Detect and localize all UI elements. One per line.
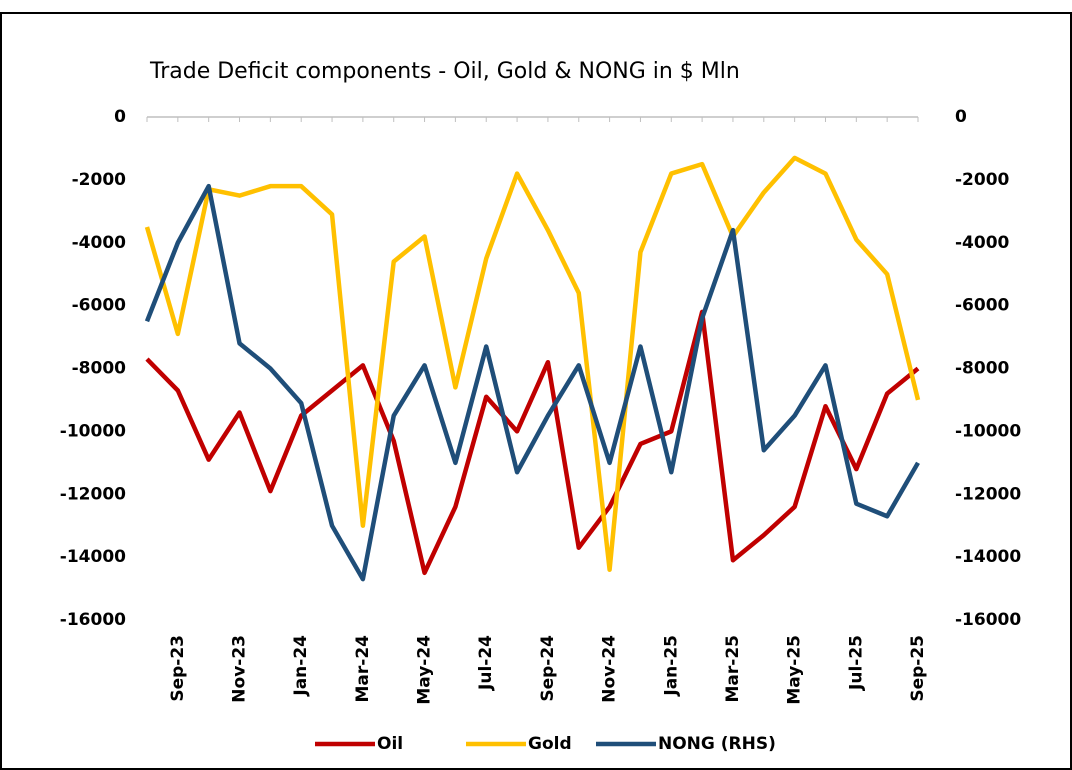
y2-tick-label: -2000 (955, 170, 1010, 190)
y-tick-label: -14000 (60, 547, 126, 567)
y-tick-label: -2000 (72, 170, 127, 190)
legend-label: NONG (RHS) (658, 734, 776, 754)
x-tick-label: Jan-24 (291, 635, 311, 697)
y2-tick-label: -8000 (955, 359, 1010, 379)
y-tick-label: 0 (114, 107, 126, 127)
y2-tick-label: -4000 (955, 233, 1010, 253)
series-line (144, 183, 920, 582)
y-tick-label: -12000 (60, 484, 126, 504)
series-line (144, 155, 921, 572)
legend-label: Oil (377, 734, 403, 754)
y2-tick-label: -6000 (955, 296, 1010, 316)
y-tick-label: -4000 (72, 233, 127, 253)
x-tick-label: Nov-24 (600, 635, 620, 703)
y2-tick-label: -10000 (955, 421, 1021, 441)
y2-tick-label: -16000 (955, 610, 1021, 630)
x-tick-label: Sep-23 (168, 635, 188, 702)
y2-tick-label: -12000 (955, 484, 1021, 504)
x-tick-label: Sep-25 (908, 635, 928, 702)
y2-tick-label: 0 (955, 107, 967, 127)
x-tick-label: Mar-25 (723, 635, 743, 703)
series-line (145, 309, 920, 576)
frame (0, 12, 1072, 770)
y-tick-label: -10000 (60, 421, 126, 441)
y2-tick-label: -14000 (955, 547, 1021, 567)
chart-title: Trade Deficit components - Oil, Gold & N… (149, 59, 740, 84)
y-tick-label: -8000 (72, 359, 127, 379)
x-tick-label: May-25 (785, 635, 805, 705)
x-tick-label: Mar-24 (353, 635, 373, 703)
x-tick-label: Nov-23 (230, 635, 250, 703)
x-tick-label: Sep-24 (538, 635, 558, 702)
x-tick-label: Jan-25 (661, 635, 681, 697)
x-tick-label: May-24 (415, 635, 435, 705)
y-tick-label: -16000 (60, 610, 126, 630)
legend-label: Gold (528, 734, 572, 754)
x-tick-label: Jul-25 (846, 635, 866, 691)
y-tick-label: -6000 (72, 296, 127, 316)
x-tick-label: Jul-24 (476, 635, 496, 691)
